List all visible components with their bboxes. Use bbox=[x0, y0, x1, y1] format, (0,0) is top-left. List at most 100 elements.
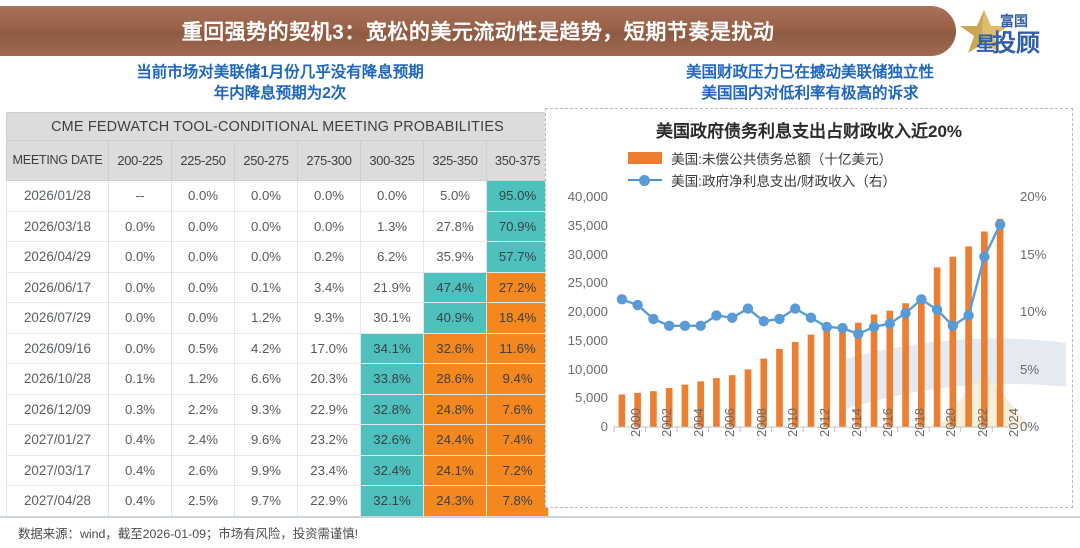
legend-label-bar: 美国:未偿公共债务总额（十亿美元） bbox=[671, 152, 893, 167]
cell-meeting-date: 2026/06/17 bbox=[6, 271, 109, 303]
chart-bar bbox=[634, 392, 641, 427]
x-axis-tick-label: 2002 bbox=[659, 408, 675, 437]
cell-probability: 32.6% bbox=[360, 424, 424, 456]
chart-line-marker bbox=[916, 294, 927, 305]
column-header-275-300: 275-300 bbox=[297, 140, 361, 181]
chart-title: 美国政府债务利息支出占财政收入近20% bbox=[655, 122, 963, 141]
cell-probability: 9.7% bbox=[234, 485, 298, 517]
chart-line-marker bbox=[853, 328, 864, 340]
y-axis-tick-label: 0 bbox=[600, 419, 608, 434]
cell-probability: 1.2% bbox=[234, 302, 298, 334]
cell-probability: 34.1% bbox=[360, 332, 424, 364]
chart-line-marker bbox=[663, 320, 675, 331]
right-heading-line1: 美国财政压力已在撼动美联储独立性 bbox=[685, 64, 934, 81]
cell-meeting-date: 2026/09/16 bbox=[6, 332, 109, 364]
cell-probability: 2.6% bbox=[171, 454, 235, 486]
cell-meeting-date: 2026/04/29 bbox=[6, 241, 109, 273]
y2-axis-tick-label: 15% bbox=[1020, 246, 1047, 262]
column-header-250-275: 250-275 bbox=[234, 140, 298, 181]
cell-meeting-date: 2027/03/17 bbox=[6, 454, 109, 486]
chart-bar bbox=[949, 256, 957, 427]
cell-probability: 9.4% bbox=[485, 363, 550, 395]
chart-line-marker bbox=[616, 294, 628, 305]
cell-probability: 95.0% bbox=[485, 180, 550, 212]
chart-bar bbox=[933, 267, 941, 427]
cell-probability: 22.9% bbox=[297, 485, 361, 517]
chart-line-marker bbox=[758, 316, 769, 327]
table-row: 2027/01/27 0.4% 2.4% 9.6% 23.2% 32.6% 24.4% 7.4… bbox=[6, 424, 550, 456]
chart-legend: 美国:未偿公共债务总额（十亿美元） 美国:政府净利息支出/财政收入（右） bbox=[628, 147, 896, 191]
y-axis-tick-label: 5,000 bbox=[574, 390, 608, 406]
column-header-350-375: 350-375 bbox=[485, 140, 550, 181]
cell-probability: 20.3% bbox=[297, 363, 361, 395]
cell-probability: 7.2% bbox=[485, 454, 550, 486]
cell-probability: 35.9% bbox=[423, 241, 487, 273]
cell-probability: 1.3% bbox=[360, 210, 424, 242]
cell-probability: 2.2% bbox=[171, 393, 235, 425]
table-row: 2027/03/17 0.4% 2.6% 9.9% 23.4% 32.4% 24.1% 7.2… bbox=[6, 454, 550, 486]
table-row: 2027/04/28 0.4% 2.5% 9.7% 22.9% 32.1% 24.3% 7.8… bbox=[6, 485, 550, 517]
page-title: 重回强势的契机3：宽松的美元流动性是趋势，短期节奏是扰动 bbox=[181, 21, 775, 44]
chart-bar bbox=[870, 314, 878, 427]
chart-bar bbox=[918, 296, 925, 427]
table-row: 2026/09/16 0.0% 0.5% 4.2% 17.0% 34.1% 32.6% 11.… bbox=[6, 332, 550, 364]
column-header-300-325: 300-325 bbox=[360, 140, 424, 181]
logo-text-star: 星 bbox=[976, 33, 995, 55]
cell-probability: 0.0% bbox=[108, 332, 172, 364]
x-axis-tick-label: 2012 bbox=[817, 408, 832, 437]
chart-line-marker bbox=[695, 320, 706, 331]
footer-divider bbox=[0, 516, 1080, 518]
legend-item-line: 美国:政府净利息支出/财政收入（右） bbox=[628, 169, 896, 191]
brand-logo: 富国 投顾 星 bbox=[960, 10, 1040, 57]
x-axis-tick-label: 2008 bbox=[753, 408, 769, 437]
cell-probability: 33.8% bbox=[360, 363, 424, 395]
chart-line-marker bbox=[963, 310, 974, 321]
cell-probability: 24.8% bbox=[423, 393, 487, 425]
chart-line-marker bbox=[979, 251, 990, 262]
chart-line-marker bbox=[679, 320, 691, 331]
cell-probability: 9.3% bbox=[234, 393, 298, 425]
chart-bar bbox=[886, 310, 894, 427]
cell-probability: 70.9% bbox=[485, 210, 550, 242]
chart-line-marker bbox=[837, 322, 848, 334]
cell-probability: 0.0% bbox=[171, 180, 235, 212]
cell-probability: 32.6% bbox=[423, 332, 487, 364]
y2-axis-tick-label: 5% bbox=[1020, 361, 1040, 377]
x-axis-tick-label: 2010 bbox=[785, 408, 801, 437]
cell-probability: 32.1% bbox=[360, 485, 424, 517]
cell-meeting-date: 2027/01/27 bbox=[6, 424, 109, 456]
x-axis-tick-label: 2018 bbox=[911, 408, 927, 437]
chart-bar bbox=[996, 218, 1004, 427]
cell-probability: 27.2% bbox=[485, 271, 550, 303]
cell-probability: 0.0% bbox=[234, 241, 298, 273]
chart-bar bbox=[854, 322, 862, 427]
cell-probability: 24.3% bbox=[423, 485, 487, 517]
cell-probability: 0.0% bbox=[234, 180, 298, 212]
cell-probability: 0.0% bbox=[108, 302, 172, 334]
x-axis-tick-label: 2024 bbox=[1006, 408, 1022, 437]
footnote: 数据来源：wind，截至2026-01-09；市场有风险，投资需谨慎! bbox=[18, 527, 359, 541]
cell-probability: 32.8% bbox=[360, 393, 424, 425]
cell-probability: 27.8% bbox=[423, 210, 487, 242]
left-panel-heading: 当前市场对美联储1月份几乎没有降息预期 年内降息预期为2次 bbox=[20, 62, 540, 105]
column-header-225-250: 225-250 bbox=[171, 140, 235, 181]
cell-probability: 24.1% bbox=[423, 454, 487, 486]
chart-line-marker bbox=[931, 304, 943, 315]
cell-probability: 1.2% bbox=[171, 363, 235, 395]
chart-line-marker bbox=[774, 313, 785, 325]
chart-bar bbox=[965, 246, 972, 427]
chart-line-marker bbox=[805, 312, 817, 323]
chart-bar bbox=[744, 369, 752, 427]
chart-line-marker bbox=[884, 318, 895, 329]
legend-label-line: 美国:政府净利息支出/财政收入（右） bbox=[671, 174, 897, 189]
chart-bar bbox=[791, 341, 799, 427]
fedwatch-table-panel: CME FEDWATCH TOOL-CONDITIONAL MEETING PR… bbox=[5, 112, 550, 517]
cell-meeting-date: 2026/10/28 bbox=[6, 363, 109, 395]
chart-line-marker bbox=[868, 321, 880, 333]
y-axis-tick-label: 15,000 bbox=[567, 332, 608, 348]
cell-probability: 30.1% bbox=[360, 302, 424, 334]
cell-meeting-date: 2026/12/09 bbox=[6, 393, 109, 425]
table-row: 2026/07/29 0.0% 0.0% 1.2% 9.3% 30.1% 40.9% 18.4… bbox=[6, 302, 550, 334]
cell-probability: 9.6% bbox=[234, 424, 298, 456]
left-heading-line2: 年内降息预期为2次 bbox=[213, 85, 347, 103]
